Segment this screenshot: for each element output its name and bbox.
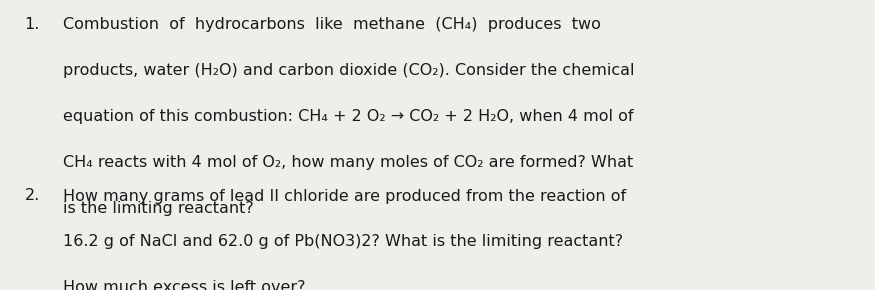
Text: 16.2 g of NaCl and 62.0 g of Pb(NO3)2? What is the limiting reactant?: 16.2 g of NaCl and 62.0 g of Pb(NO3)2? W… [63,234,623,249]
Text: equation of this combustion: CH₄ + 2 O₂ → CO₂ + 2 H₂O, when 4 mol of: equation of this combustion: CH₄ + 2 O₂ … [63,109,634,124]
Text: How much excess is left over?: How much excess is left over? [63,280,305,290]
Text: 2.: 2. [24,188,39,204]
Text: products, water (H₂O) and carbon dioxide (CO₂). Consider the chemical: products, water (H₂O) and carbon dioxide… [63,63,634,78]
Text: CH₄ reacts with 4 mol of O₂, how many moles of CO₂ are formed? What: CH₄ reacts with 4 mol of O₂, how many mo… [63,155,634,170]
Text: is the limiting reactant?: is the limiting reactant? [63,201,254,216]
Text: Combustion  of  hydrocarbons  like  methane  (CH₄)  produces  two: Combustion of hydrocarbons like methane … [63,17,601,32]
Text: 1.: 1. [24,17,40,32]
Text: How many grams of lead II chloride are produced from the reaction of: How many grams of lead II chloride are p… [63,188,626,204]
